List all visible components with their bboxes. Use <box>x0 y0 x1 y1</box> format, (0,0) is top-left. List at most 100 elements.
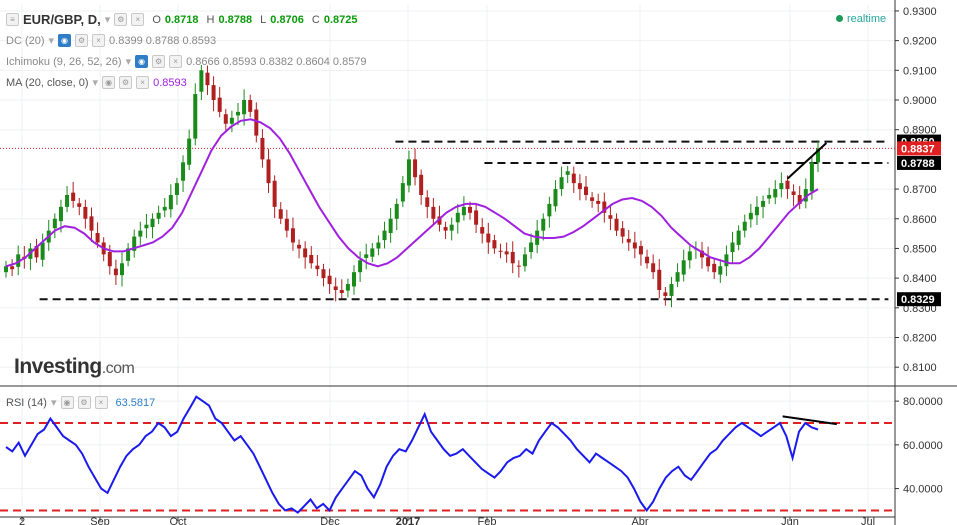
candle-body <box>797 195 802 204</box>
eye-icon[interactable]: ◉ <box>60 396 74 409</box>
candle-body <box>779 183 784 190</box>
candle-body <box>681 260 686 275</box>
indicator-ichimoku-name: Ichimoku (9, 26, 52, 26) <box>6 55 122 68</box>
indicator-ichimoku[interactable]: Ichimoku (9, 26, 52, 26) ▾ ◉ ⚙ × 0.8666 … <box>6 55 367 68</box>
close-icon[interactable]: × <box>169 55 183 68</box>
candle-body <box>327 275 332 285</box>
dropdown-icon[interactable]: ▾ <box>48 35 55 47</box>
candle-body <box>113 268 118 276</box>
candle-body <box>339 290 344 293</box>
dropdown-icon[interactable]: ▾ <box>104 14 111 26</box>
x-tick-label: 2017 <box>396 516 420 525</box>
candle-body <box>10 266 15 270</box>
candle-body <box>584 186 588 195</box>
annotations <box>786 142 828 180</box>
candle-body <box>400 183 405 202</box>
candle-body <box>547 203 552 217</box>
y-tick-label: 0.8500 <box>903 243 937 255</box>
eye-icon[interactable]: ◉ <box>58 34 72 47</box>
candle-body <box>718 266 723 275</box>
x-tick-label: Sep <box>90 516 110 525</box>
candle-body <box>16 254 21 267</box>
high-label: H <box>206 13 215 26</box>
candle-body <box>168 195 173 210</box>
candle-body <box>144 224 149 229</box>
close-icon[interactable]: × <box>136 76 150 89</box>
candle-body <box>382 230 387 241</box>
candle-body <box>284 218 289 231</box>
x-tick-label: Jul <box>861 516 875 525</box>
settings-icon[interactable]: ⚙ <box>119 76 133 89</box>
candle-body <box>449 224 454 231</box>
dropdown-icon[interactable]: ▾ <box>92 77 99 89</box>
candle-body <box>187 138 192 165</box>
candle-body <box>767 195 772 199</box>
high-value: 0.8788 <box>218 13 253 26</box>
eye-icon[interactable]: ◉ <box>102 76 116 89</box>
logo-suffix: .com <box>101 360 135 377</box>
settings-icon[interactable]: ⚙ <box>152 55 166 68</box>
close-icon[interactable]: × <box>131 13 145 26</box>
y-tick-label: 0.9000 <box>903 95 937 107</box>
indicator-ma[interactable]: MA (20, close, 0) ▾ ◉ ⚙ × 0.8593 <box>6 76 187 89</box>
trendline <box>786 142 828 180</box>
y-tick-label: 0.8900 <box>903 125 937 137</box>
candle-body <box>211 85 216 100</box>
rsi-name: RSI (14) <box>6 396 47 409</box>
candle-body <box>553 189 558 207</box>
eye-icon[interactable]: ◉ <box>135 55 149 68</box>
candle-body <box>174 183 179 195</box>
candle-body <box>248 100 253 112</box>
low-label: L <box>260 13 267 26</box>
investing-logo: Investing.com <box>14 355 135 379</box>
candle-body <box>602 201 607 213</box>
candle-body <box>431 206 436 219</box>
price-badge <box>897 141 941 156</box>
indicator-ma-values: 0.8593 <box>153 76 187 89</box>
y-tick-label: 0.8600 <box>903 214 937 226</box>
price-badge <box>897 155 941 170</box>
open-value: 0.8718 <box>164 13 199 26</box>
symbol-title[interactable]: EUR/GBP, D, <box>23 12 101 27</box>
settings-icon[interactable]: ⚙ <box>75 34 89 47</box>
candle-body <box>455 212 460 223</box>
candle-body <box>107 252 112 267</box>
menu-icon[interactable]: ≡ <box>6 13 19 26</box>
candle-body <box>632 242 637 249</box>
candle-body <box>413 159 418 178</box>
y-tick-label: 0.9200 <box>903 36 937 48</box>
candle-body <box>138 230 143 237</box>
dropdown-icon[interactable]: ▾ <box>50 397 57 409</box>
candle-body <box>290 228 295 243</box>
settings-icon[interactable]: ⚙ <box>114 13 128 26</box>
x-tick-label: 2 <box>19 516 25 525</box>
close-value: 0.8725 <box>323 13 358 26</box>
close-label: C <box>311 13 320 26</box>
close-icon[interactable]: × <box>94 396 108 409</box>
close-icon[interactable]: × <box>92 34 106 47</box>
y-tick-label: 0.8700 <box>903 184 937 196</box>
dropdown-icon[interactable]: ▾ <box>125 56 132 68</box>
candle-body <box>150 218 155 228</box>
candle-body <box>498 250 503 252</box>
candle-body <box>333 286 338 290</box>
candle-body <box>614 218 619 231</box>
candle-body <box>58 206 63 222</box>
settings-icon[interactable]: ⚙ <box>77 396 91 409</box>
candle-body <box>791 191 796 195</box>
indicator-dc[interactable]: DC (20) ▾ ◉ ⚙ × 0.8399 0.8788 0.8593 <box>6 34 216 47</box>
ma20-line <box>5 118 819 268</box>
candle-body <box>773 189 778 198</box>
rsi-y-tick-label: 40.0000 <box>903 484 943 496</box>
candle-body <box>663 292 668 296</box>
indicator-dc-values: 0.8399 0.8788 0.8593 <box>109 34 217 47</box>
candle-body <box>651 263 656 273</box>
price-badge <box>897 292 941 307</box>
candle-body <box>803 189 808 202</box>
rsi-indicator-row[interactable]: RSI (14) ▾ ◉ ⚙ × 63.5817 <box>6 396 155 409</box>
candle-body <box>83 206 88 219</box>
candle-body <box>638 246 643 255</box>
candle-body <box>486 233 491 243</box>
